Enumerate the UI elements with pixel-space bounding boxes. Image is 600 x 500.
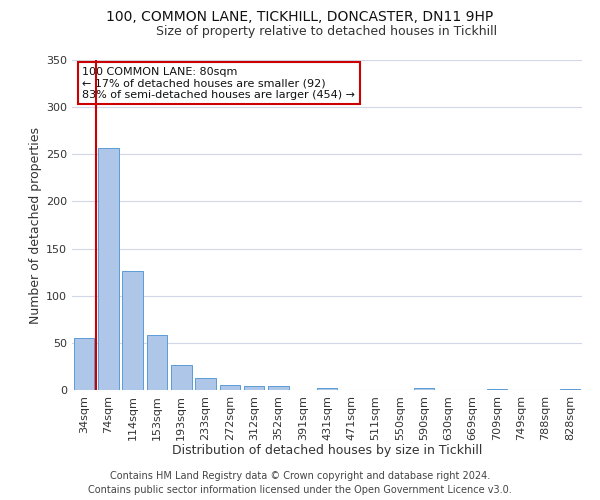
Bar [560,389,580,390]
Bar [146,336,167,390]
Text: Contains HM Land Registry data © Crown copyright and database right 2024.
Contai: Contains HM Land Registry data © Crown c… [88,471,512,495]
X-axis label: Distribution of detached houses by size in Tickhill: Distribution of detached houses by size … [172,444,482,457]
Bar [122,271,143,390]
Bar [74,338,94,390]
Y-axis label: Number of detached properties: Number of detached properties [29,126,42,324]
Bar [317,388,337,390]
Bar [487,389,508,390]
Bar [268,386,289,390]
Bar [195,378,216,390]
Bar [414,388,434,390]
Bar [171,364,191,390]
Title: Size of property relative to detached houses in Tickhill: Size of property relative to detached ho… [157,25,497,38]
Bar [98,148,119,390]
Bar [244,386,265,390]
Text: 100 COMMON LANE: 80sqm
← 17% of detached houses are smaller (92)
83% of semi-det: 100 COMMON LANE: 80sqm ← 17% of detached… [82,66,355,100]
Text: 100, COMMON LANE, TICKHILL, DONCASTER, DN11 9HP: 100, COMMON LANE, TICKHILL, DONCASTER, D… [106,10,494,24]
Bar [220,386,240,390]
